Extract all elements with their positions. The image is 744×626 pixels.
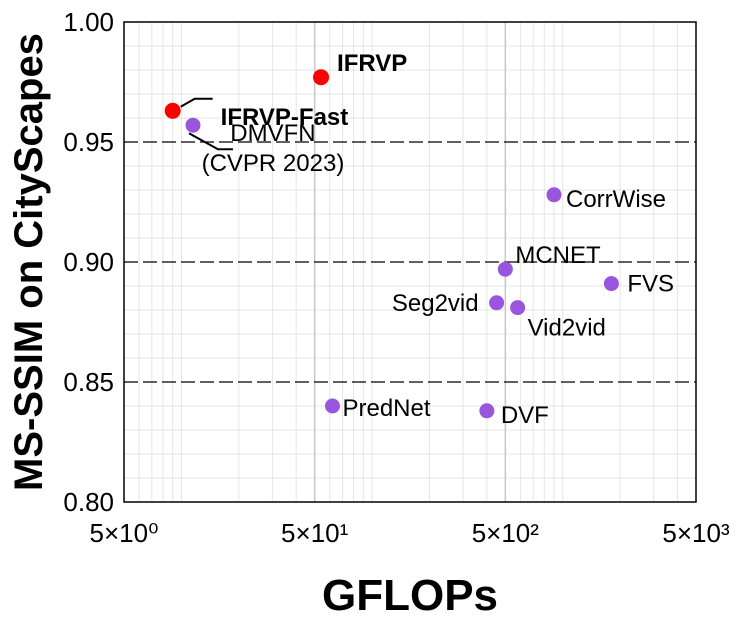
data-points	[164, 69, 619, 419]
x-axis-title: GFLOPs	[322, 571, 498, 620]
data-point	[164, 102, 181, 119]
point-label: PredNet	[342, 395, 430, 422]
point-label: IFRVP-Fast	[221, 104, 349, 131]
y-tick-label: 0.85	[63, 367, 114, 397]
plot-frame	[123, 21, 697, 503]
x-tick-labels: 5×10⁰ 5×10¹ 5×10² 5×10³	[90, 518, 730, 548]
x-tick-label: 5×10⁰	[90, 518, 159, 548]
data-point	[185, 117, 201, 133]
y-tick-label: 1.00	[63, 7, 114, 37]
point-label: Vid2vid	[528, 315, 606, 342]
x-tick-label: 5×10²	[472, 518, 540, 548]
leader-line	[180, 97, 213, 108]
data-point	[603, 276, 619, 292]
data-point	[546, 187, 562, 203]
data-point	[510, 300, 526, 316]
data-point	[324, 398, 340, 414]
x-tick-label: 5×10¹	[281, 518, 349, 548]
leader-lines	[180, 97, 233, 151]
y-tick-label: 0.80	[63, 487, 114, 517]
data-point	[489, 295, 505, 311]
point-label: DVF	[501, 402, 549, 429]
point-label: MCNET	[515, 242, 601, 269]
point-label: Seg2vid	[392, 290, 479, 317]
data-point	[497, 261, 513, 277]
point-label-line2: (CVPR 2023)	[202, 150, 345, 177]
y-tick-label: 0.95	[63, 127, 114, 157]
point-label: DMVFN	[230, 120, 315, 147]
y-tick-label: 0.90	[63, 247, 114, 277]
point-label: CorrWise	[566, 186, 666, 213]
y-tick-labels: 0.80 0.85 0.90 0.95 1.00	[63, 7, 114, 517]
data-point	[479, 403, 495, 419]
major-grid	[124, 22, 696, 502]
point-label: FVS	[627, 271, 674, 298]
point-label: IFRVP	[337, 50, 407, 77]
y-axis-title: MS-SSIM on CityScapes	[7, 33, 51, 491]
data-point	[313, 69, 330, 86]
leader-line	[188, 132, 233, 151]
x-tick-label: 5×10³	[662, 518, 730, 548]
